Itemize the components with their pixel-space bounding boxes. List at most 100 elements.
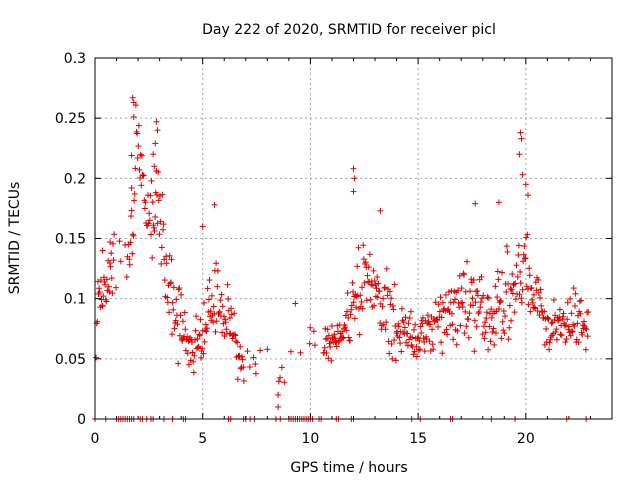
data-point — [579, 331, 586, 338]
data-point — [158, 260, 165, 267]
data-point — [350, 188, 357, 195]
data-point — [150, 224, 157, 231]
data-point — [535, 289, 542, 296]
data-point — [462, 308, 469, 315]
data-point — [185, 361, 192, 368]
data-point — [169, 331, 176, 338]
y-tick-label: 0.15 — [55, 232, 86, 248]
data-point — [434, 317, 441, 324]
data-point — [147, 192, 154, 199]
x-tick-label: 5 — [198, 431, 207, 447]
data-point — [415, 347, 422, 354]
data-point — [516, 151, 523, 158]
data-point — [210, 303, 217, 310]
data-point — [160, 221, 167, 228]
data-point — [234, 376, 241, 383]
data-point — [572, 290, 579, 297]
data-point — [389, 355, 396, 362]
data-point — [417, 323, 424, 330]
data-point — [231, 331, 238, 338]
data-point — [479, 295, 486, 302]
x-tick-label: 0 — [91, 431, 100, 447]
data-point — [505, 336, 512, 343]
y-axis-label: SRMTID / TECUs — [7, 182, 23, 295]
data-point — [454, 327, 461, 334]
data-point — [129, 231, 136, 238]
data-point — [547, 336, 554, 343]
data-point — [138, 152, 145, 159]
data-point — [404, 342, 411, 349]
data-point — [487, 338, 494, 345]
data-point — [154, 220, 161, 227]
data-point — [516, 291, 523, 298]
data-point — [571, 323, 578, 330]
data-point — [174, 321, 181, 328]
data-point — [219, 303, 226, 310]
data-point — [364, 272, 371, 279]
data-point — [585, 308, 592, 315]
data-point — [172, 317, 179, 324]
data-point — [204, 325, 211, 332]
data-point — [457, 300, 464, 307]
data-point — [559, 313, 566, 320]
data-point — [571, 302, 578, 309]
data-point — [405, 320, 412, 327]
data-point — [199, 345, 206, 352]
data-point — [148, 177, 155, 184]
data-point — [461, 330, 468, 337]
data-point — [152, 140, 159, 147]
data-point — [173, 296, 180, 303]
data-point — [327, 343, 334, 350]
data-point — [138, 182, 145, 189]
data-point — [322, 336, 329, 343]
data-point — [237, 343, 244, 350]
data-point — [350, 288, 357, 295]
data-point — [451, 296, 458, 303]
data-point — [363, 297, 370, 304]
data-point — [353, 304, 360, 311]
data-point — [453, 341, 460, 348]
data-point — [477, 299, 484, 306]
data-point — [178, 291, 185, 298]
data-point — [423, 336, 430, 343]
data-point — [220, 313, 227, 320]
data-point — [349, 279, 356, 286]
y-tick-label: 0.05 — [55, 352, 86, 368]
data-point — [518, 135, 525, 142]
data-point — [166, 252, 173, 259]
data-point — [500, 308, 507, 315]
data-point — [491, 341, 498, 348]
data-point — [179, 318, 186, 325]
data-point — [477, 304, 484, 311]
data-point — [380, 295, 387, 302]
data-point — [184, 333, 191, 340]
data-point — [231, 310, 238, 317]
data-point — [325, 332, 332, 339]
data-point — [506, 324, 513, 331]
data-point — [562, 339, 569, 346]
data-point — [519, 286, 526, 293]
data-point — [99, 247, 106, 254]
data-point — [170, 284, 177, 291]
data-point — [177, 312, 184, 319]
data-point — [445, 306, 452, 313]
data-point — [94, 278, 101, 285]
data-point — [111, 231, 118, 238]
data-point — [524, 192, 531, 199]
data-point — [473, 323, 480, 330]
data-point — [456, 272, 463, 279]
data-point — [139, 171, 146, 178]
data-point — [151, 163, 158, 170]
data-point — [107, 263, 114, 270]
data-point — [354, 263, 361, 270]
data-point — [478, 273, 485, 280]
data-point — [374, 274, 381, 281]
data-point — [357, 292, 364, 299]
data-point — [564, 316, 571, 323]
data-point — [116, 238, 123, 245]
data-point — [401, 324, 408, 331]
data-point — [106, 288, 113, 295]
data-point — [450, 336, 457, 343]
data-point — [153, 191, 160, 198]
data-point — [541, 308, 548, 315]
